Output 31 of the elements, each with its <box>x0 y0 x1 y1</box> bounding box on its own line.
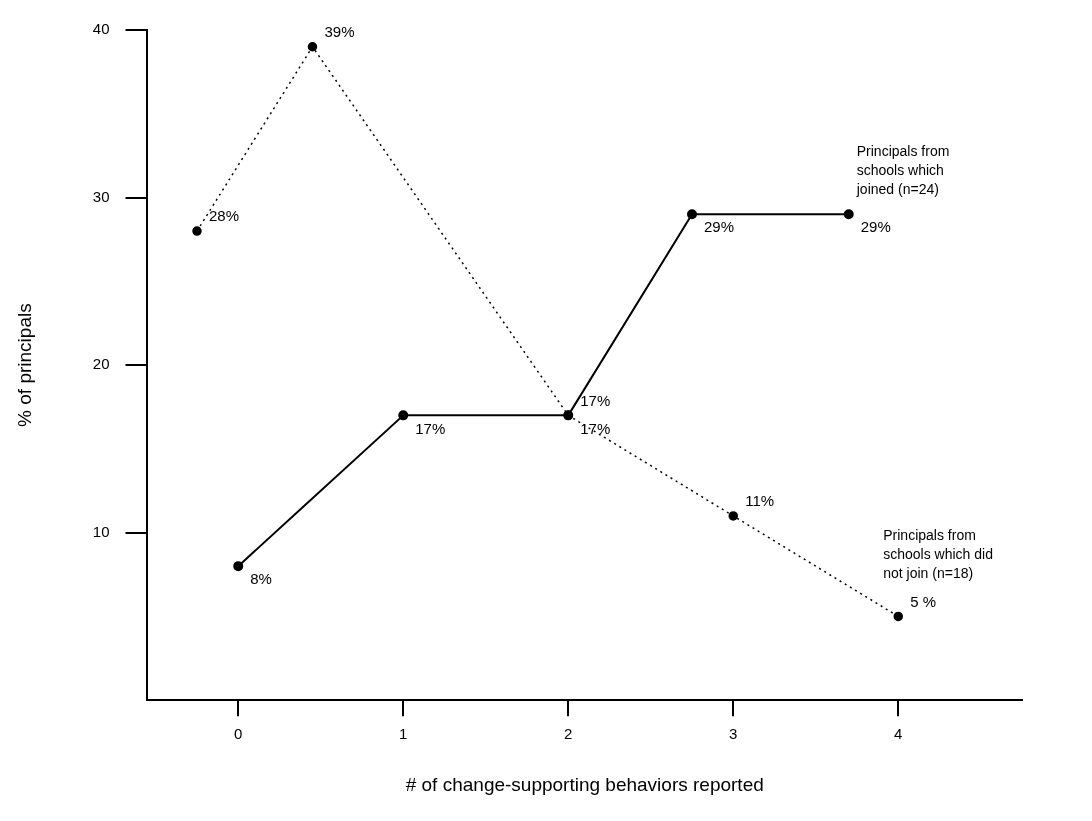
y-tick-label: 30 <box>92 187 110 205</box>
data-label: 29% <box>860 218 891 236</box>
point <box>307 42 318 52</box>
data-label: 17% <box>580 419 611 437</box>
point <box>233 561 244 572</box>
data-label: 17% <box>580 391 611 409</box>
x-axis-title: # of change-supporting behaviors reported <box>405 773 764 795</box>
point <box>893 611 903 622</box>
y-tick-label: 40 <box>92 20 110 38</box>
point <box>728 511 738 521</box>
data-label: 39% <box>324 22 355 40</box>
point <box>192 226 202 236</box>
data-label: 17% <box>415 419 446 437</box>
data-label: 5 % <box>910 592 937 610</box>
data-label: 29% <box>703 218 735 236</box>
y-tick-label: 10 <box>92 522 110 540</box>
point <box>843 209 854 220</box>
data-label: 28% <box>208 207 240 225</box>
x-tick-label: 3 <box>729 725 738 743</box>
point <box>398 410 409 421</box>
data-label: 11% <box>745 492 775 510</box>
point <box>686 209 697 220</box>
y-axis-title: % of principals <box>13 303 35 427</box>
data-label: 8% <box>250 570 272 588</box>
x-tick-label: 1 <box>399 725 408 743</box>
y-tick-label: 20 <box>92 355 110 373</box>
series-label: Principals from schools which joined (n=24) <box>855 143 950 198</box>
x-tick-label: 4 <box>894 725 903 743</box>
series-label: Principals from schools which did not join (n=18) <box>883 527 993 582</box>
x-tick-label: 0 <box>234 725 243 743</box>
x-tick-label: 2 <box>564 725 573 743</box>
